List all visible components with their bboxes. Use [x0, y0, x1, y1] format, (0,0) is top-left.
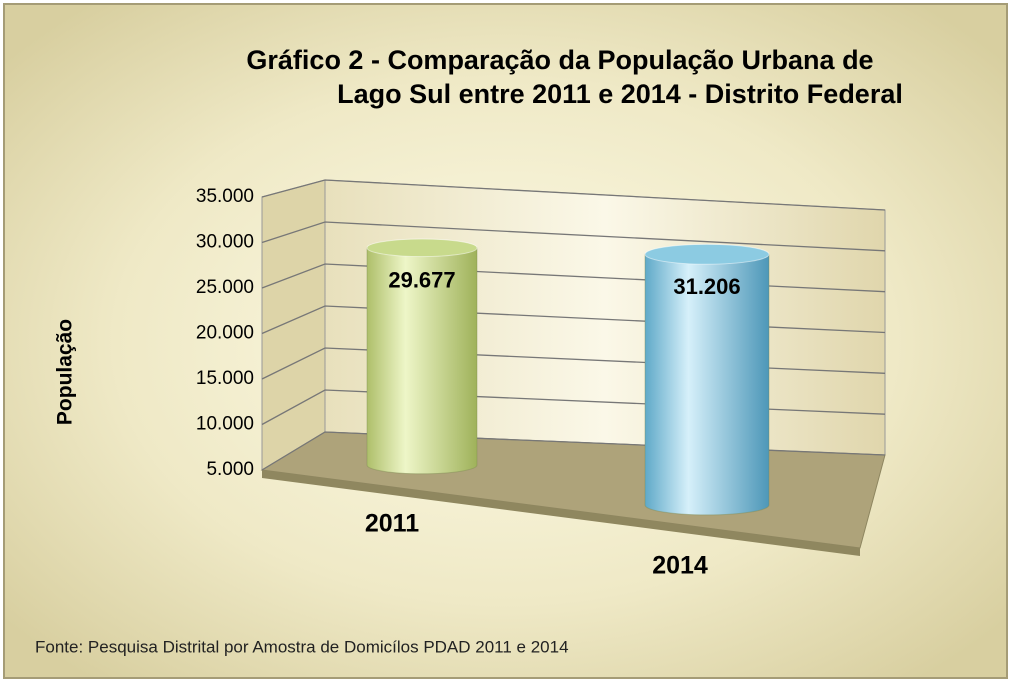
y-tick-label: 5.000 — [206, 459, 254, 480]
chart-title: Lago Sul entre 2011 e 2014 - Distrito Fe… — [337, 79, 903, 109]
y-tick-label: 25.000 — [196, 277, 254, 298]
source-note: Fonte: Pesquisa Distrital por Amostra de… — [35, 637, 569, 656]
floor-edge — [262, 470, 860, 556]
bar — [644, 253, 770, 516]
x-tick-label: 2011 — [365, 510, 419, 538]
grid-line — [261, 179, 886, 211]
y-tick-label: 35.000 — [196, 186, 254, 207]
chart-title: Gráfico 2 - Comparação da População Urba… — [246, 45, 873, 75]
y-tick-label: 30.000 — [196, 232, 254, 253]
grid-line — [261, 221, 886, 252]
left-wall — [261, 179, 326, 471]
y-tick-label: 20.000 — [196, 323, 254, 344]
y-tick-label: 15.000 — [196, 368, 254, 389]
bar — [366, 247, 478, 475]
y-tick-label: 10.000 — [196, 414, 254, 435]
value-label: 29.677 — [388, 268, 455, 293]
x-tick-label: 2014 — [652, 552, 708, 580]
bar-top — [644, 243, 770, 265]
y-axis-label: População — [54, 319, 77, 425]
bar-top — [366, 238, 478, 258]
value-label: 31.206 — [673, 274, 740, 299]
